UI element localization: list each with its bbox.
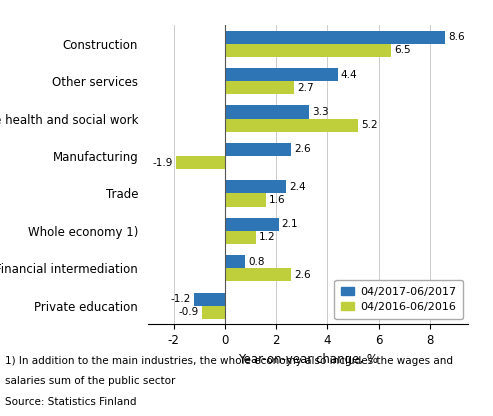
Bar — [225, 31, 445, 44]
Bar — [202, 306, 225, 319]
Bar — [225, 119, 358, 132]
Text: -0.9: -0.9 — [178, 307, 199, 317]
Text: 4.4: 4.4 — [341, 69, 357, 79]
Bar — [225, 143, 291, 156]
Bar — [225, 255, 246, 268]
Text: 2.1: 2.1 — [282, 219, 298, 229]
Text: Source: Statistics Finland: Source: Statistics Finland — [5, 397, 137, 407]
Text: 2.7: 2.7 — [297, 83, 314, 93]
Legend: 04/2017-06/2017, 04/2016-06/2016: 04/2017-06/2017, 04/2016-06/2016 — [334, 280, 463, 319]
Text: 2.6: 2.6 — [294, 144, 311, 154]
Text: 5.2: 5.2 — [361, 120, 378, 130]
Text: 6.5: 6.5 — [394, 45, 411, 55]
Bar — [225, 68, 338, 81]
Bar — [225, 231, 255, 244]
Text: -1.2: -1.2 — [171, 294, 191, 304]
Text: 1.6: 1.6 — [269, 195, 285, 205]
Bar — [194, 293, 225, 306]
Bar — [225, 268, 291, 282]
Text: 2.4: 2.4 — [289, 182, 306, 192]
Bar — [225, 218, 279, 231]
Text: 1.2: 1.2 — [259, 233, 275, 243]
Bar — [225, 106, 310, 119]
Bar — [225, 193, 266, 207]
Bar — [225, 181, 286, 193]
Text: 2.6: 2.6 — [294, 270, 311, 280]
Bar — [225, 44, 391, 57]
Text: 1) In addition to the main industries, the whole economy also includes the wages: 1) In addition to the main industries, t… — [5, 356, 453, 366]
Text: 0.8: 0.8 — [248, 257, 265, 267]
Text: -1.9: -1.9 — [153, 158, 173, 168]
Text: salaries sum of the public sector: salaries sum of the public sector — [5, 376, 176, 386]
Bar — [176, 156, 225, 169]
Text: 8.6: 8.6 — [448, 32, 465, 42]
Text: 3.3: 3.3 — [313, 107, 329, 117]
Bar — [225, 81, 294, 94]
X-axis label: Year-on-year change, %: Year-on-year change, % — [238, 353, 378, 366]
